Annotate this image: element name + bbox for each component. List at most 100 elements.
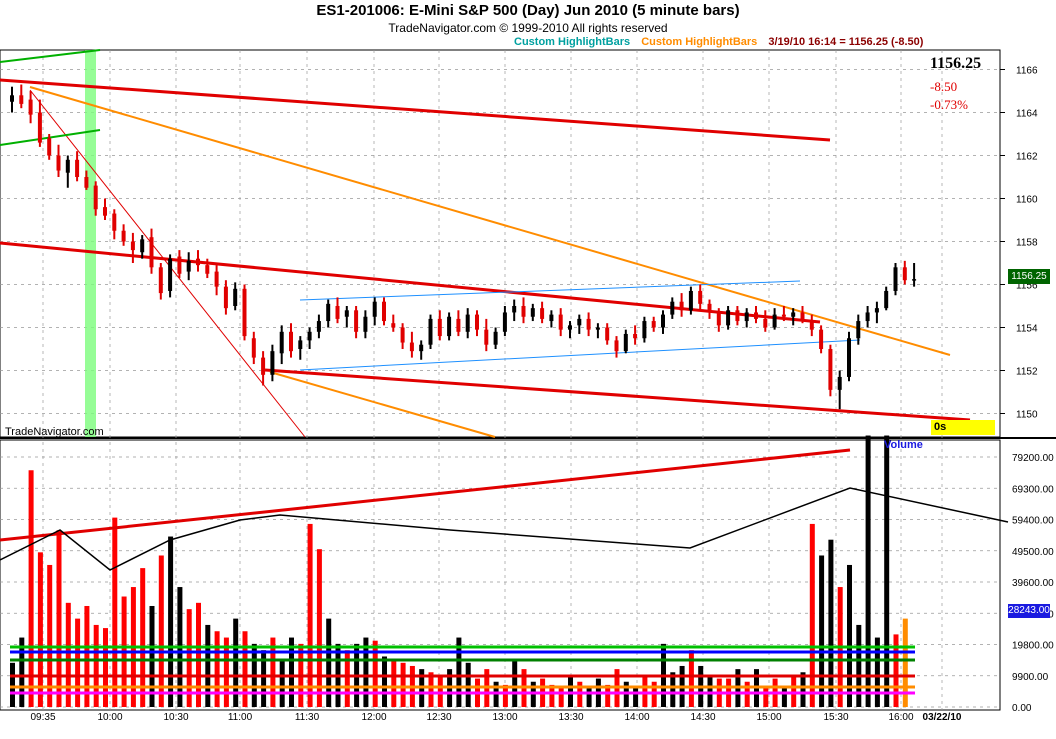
price-bar-body (530, 308, 535, 317)
price-bar-body (586, 318, 591, 330)
price-bar-body (828, 349, 833, 390)
volume-tick-label: 19800.00 (1012, 641, 1054, 652)
legend-quote: 3/19/10 16:14 = 1156.25 (-8.50) (768, 36, 924, 48)
price-bar-body (354, 310, 359, 332)
price-bar-body (279, 331, 284, 354)
volume-tick-label: 69300.00 (1012, 484, 1054, 495)
price-bar-body (688, 290, 693, 311)
last-quote-box: 1156.25 -8.50 -0.73% (930, 55, 981, 113)
watermark: TradeNavigator.com (5, 426, 104, 438)
trendline-red-thin (29, 89, 306, 438)
volume-bar (400, 662, 406, 707)
volume-bar (707, 675, 713, 707)
price-tick-label: 1160 (1016, 195, 1038, 206)
price-bar-body (772, 314, 777, 328)
time-tick-label: 13:00 (492, 712, 517, 723)
price-bar-body (289, 331, 293, 352)
volume-pane-frame (0, 439, 1001, 711)
price-bar-body (661, 314, 665, 328)
price-bar-body (270, 351, 275, 375)
price-bar-body (335, 306, 340, 319)
volume-bar (382, 656, 387, 707)
volume-bar (223, 637, 229, 707)
volume-bar (847, 564, 852, 707)
time-tick-label: 10:00 (97, 712, 122, 723)
price-bar-body (633, 333, 638, 339)
price-bar-body (242, 288, 247, 337)
price-bar-body (549, 314, 554, 322)
time-tick-label: 09:35 (30, 712, 55, 723)
trendline-green-top (0, 49, 101, 63)
volume-bar (763, 688, 769, 707)
time-tick-label: 13:30 (558, 712, 583, 723)
chart-title: ES1-201006: E-Mini S&P 500 (Day) Jun 201… (316, 2, 740, 19)
price-tick-label: 1154 (1016, 324, 1038, 335)
volume-tick-label: 59400.00 (1012, 516, 1054, 527)
time-tick-label: 16:00 (888, 712, 913, 723)
volume-bar (140, 568, 146, 707)
volume-bar (363, 637, 369, 707)
volume-bar (893, 634, 899, 707)
volume-bar (28, 470, 34, 707)
price-bar-body (809, 321, 814, 330)
price-bar-body (726, 310, 731, 326)
volume-bar (65, 602, 71, 707)
price-bar-body (186, 260, 191, 272)
price-bar-body (670, 301, 675, 315)
volume-trend-red (0, 448, 851, 542)
current-price-tag: 1156.25 (1008, 269, 1050, 284)
volume-bar (800, 672, 806, 707)
volume-bar (819, 555, 825, 707)
price-bar-body (577, 318, 582, 326)
volume-bar (186, 609, 192, 707)
legend-item-highlight-orange[interactable]: Custom HighlightBars (641, 36, 758, 48)
volume-bar (56, 530, 62, 707)
price-bar-body (512, 306, 517, 313)
price-bar-body (298, 340, 303, 349)
legend-item-highlight-teal[interactable]: Custom HighlightBars (514, 36, 631, 48)
price-bar-body (605, 327, 610, 341)
price-bar-body (716, 312, 721, 326)
volume-bar (586, 688, 592, 707)
price-bar-body (465, 314, 470, 332)
volume-pane-label: Volume (884, 439, 923, 451)
volume-bar (149, 605, 155, 707)
price-bar-body (168, 258, 173, 291)
price-bar-body (744, 312, 749, 322)
volume-bar (437, 675, 443, 707)
trendline-red-lower (264, 368, 971, 422)
price-bar-body (205, 265, 210, 274)
price-bar-body (10, 95, 14, 102)
price-bar-body (912, 279, 917, 281)
volume-tick-label: 39600.00 (1012, 578, 1054, 589)
bar-timer: 0s (931, 420, 995, 435)
volume-bar (605, 684, 611, 707)
volume-bar (344, 650, 350, 707)
price-bar-body (893, 267, 898, 291)
volume-bar (856, 624, 862, 707)
volume-bar (84, 605, 90, 707)
volume-bar (465, 662, 471, 707)
last-change: -8.50 (930, 79, 958, 94)
volume-bar (558, 688, 564, 707)
price-bar-body (65, 159, 70, 173)
volume-bar (809, 523, 815, 707)
price-bar-body (103, 207, 107, 216)
time-tick-label: 11:30 (295, 712, 320, 723)
volume-bar (502, 684, 508, 707)
volume-bar (781, 688, 787, 707)
volume-bar (103, 628, 108, 707)
price-bar-body (130, 241, 135, 251)
legend: Custom HighlightBars Custom HighlightBar… (514, 36, 931, 48)
price-bar-body (698, 290, 703, 304)
volume-tick-label: 79200.00 (1012, 453, 1054, 464)
volume-bar (93, 624, 99, 707)
price-bar-body (837, 376, 842, 390)
trendline-orange-lower (269, 371, 496, 438)
price-bar-body (781, 314, 786, 317)
price-bar-body (37, 112, 42, 143)
volume-bar (261, 650, 267, 707)
price-bar-body (856, 321, 861, 339)
trendline-red-upper (0, 78, 831, 142)
